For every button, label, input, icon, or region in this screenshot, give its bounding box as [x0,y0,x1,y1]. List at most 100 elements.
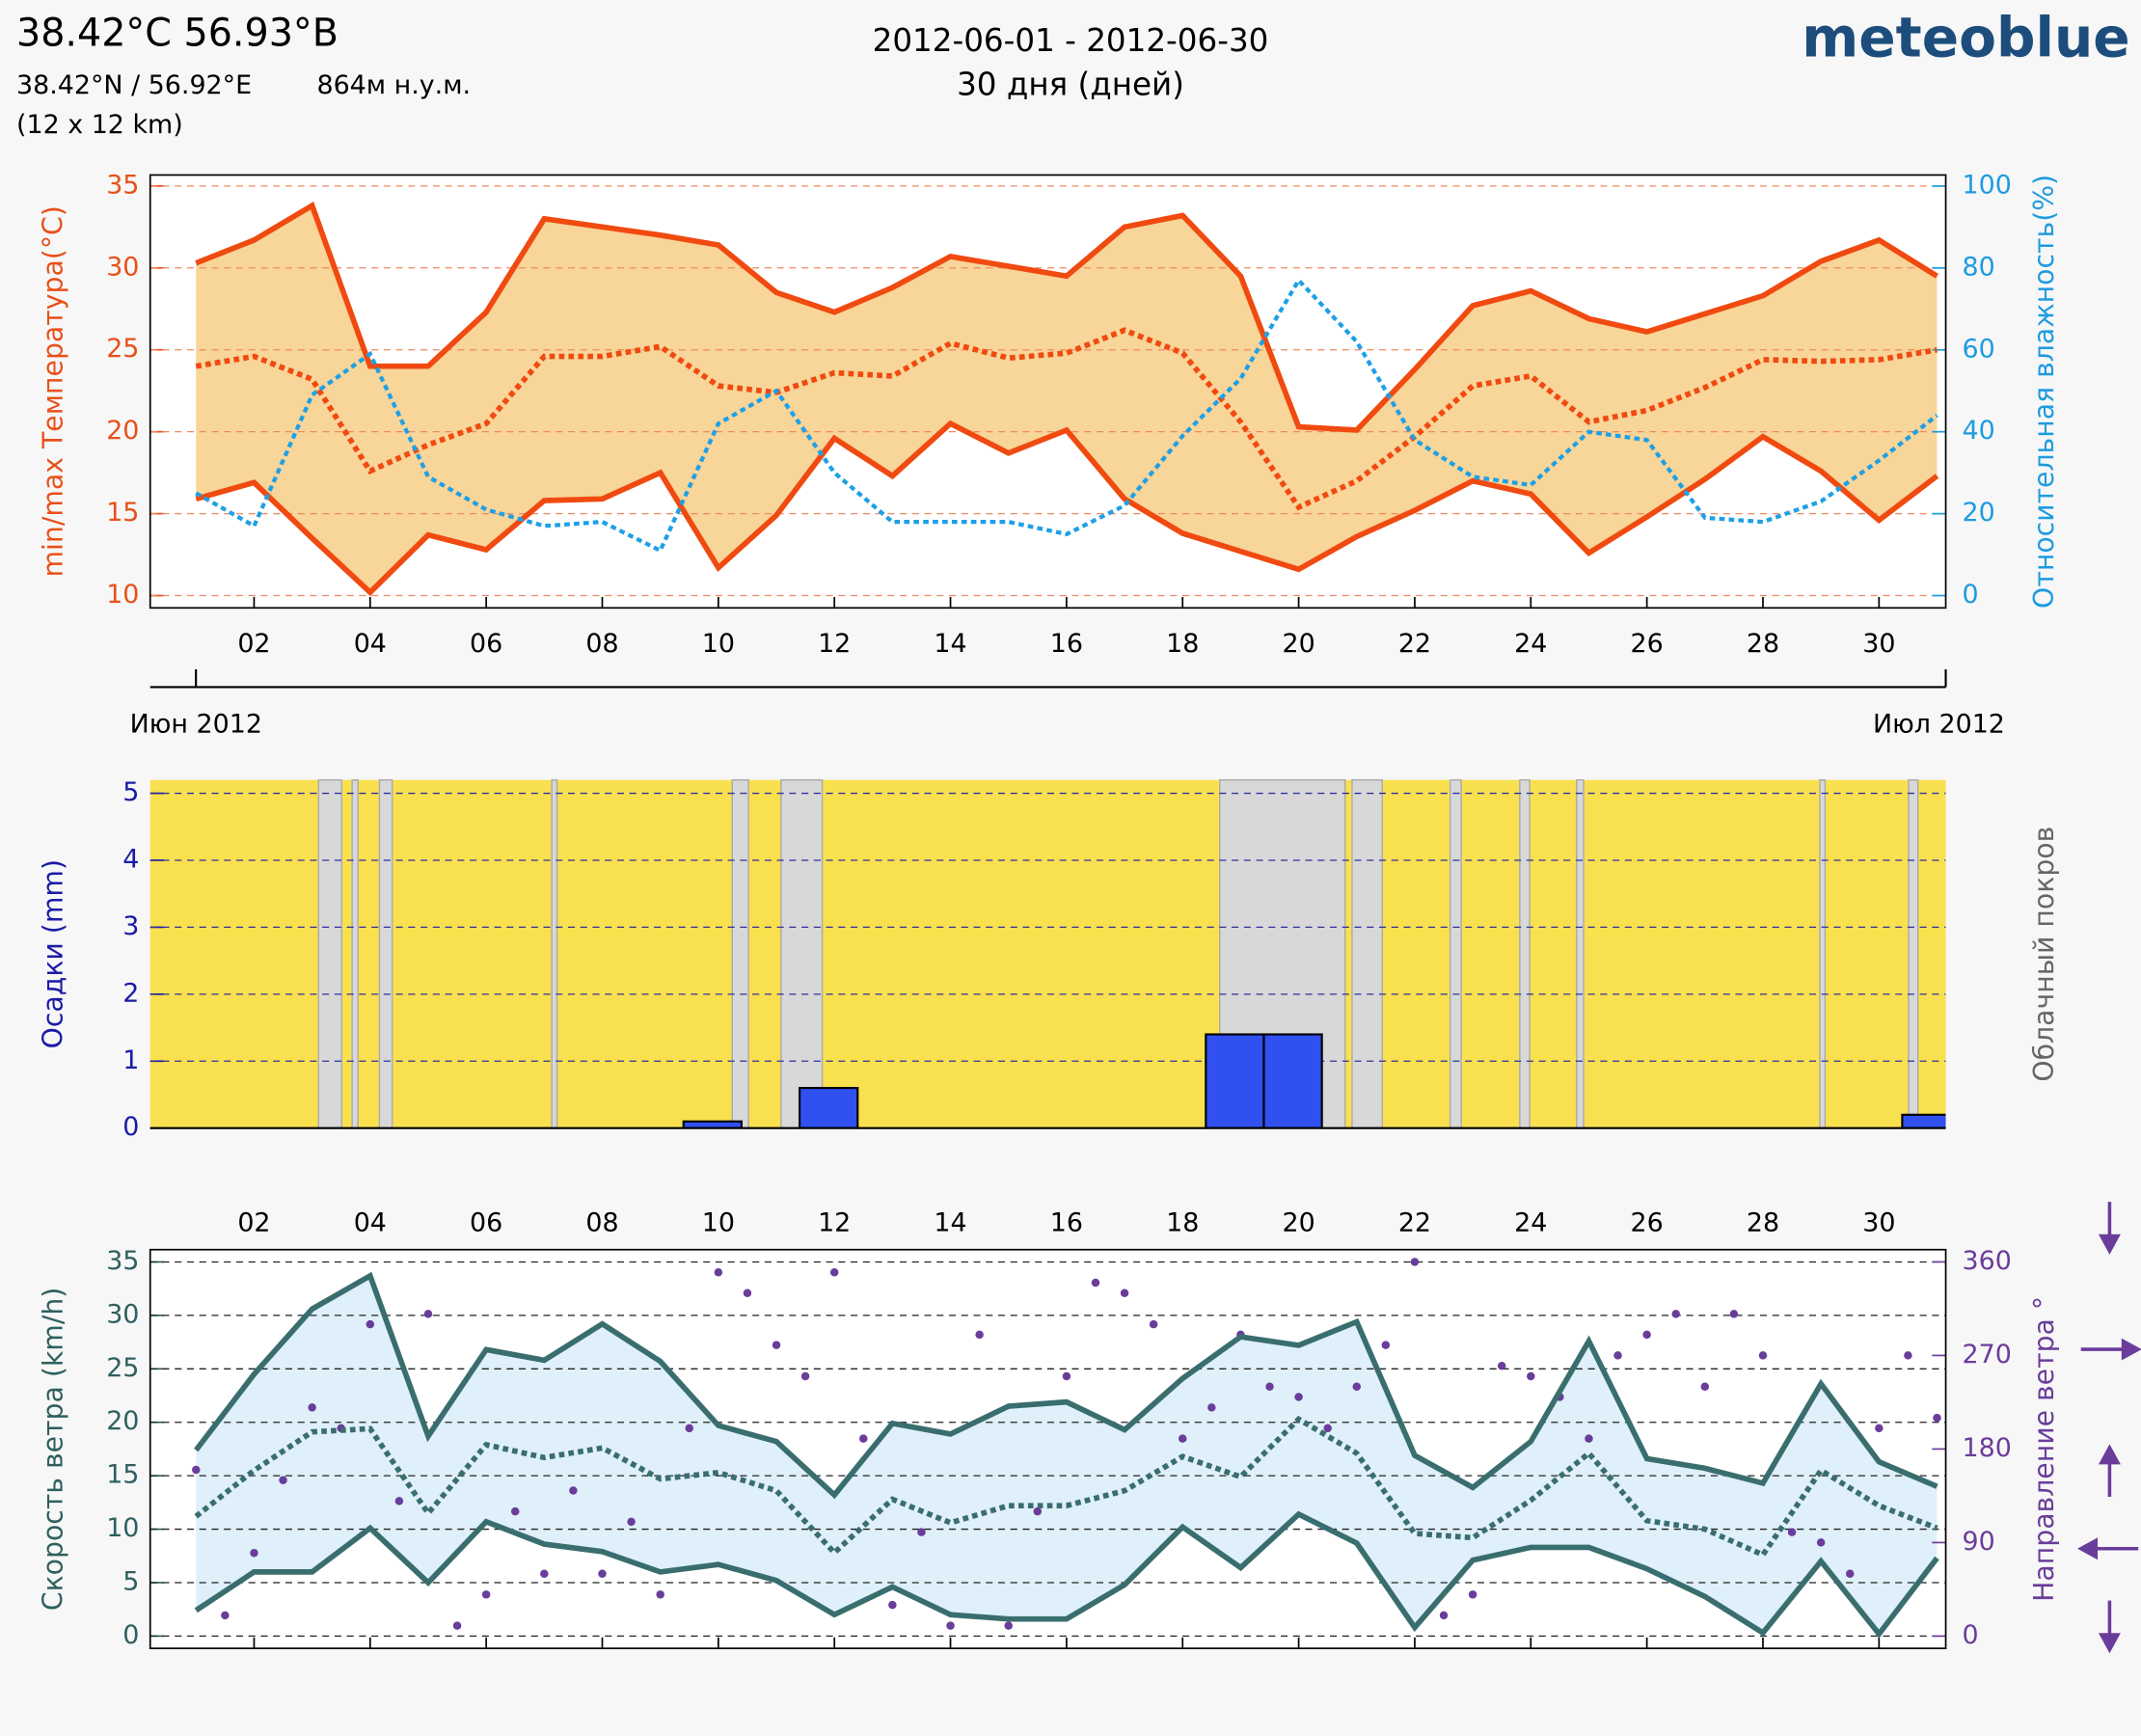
x-tick-label: 06 [470,629,502,659]
wind-direction-dot [1468,1590,1477,1599]
wind-direction-dot [975,1330,984,1340]
x-tick-label: 02 [237,1207,270,1237]
range-band [196,1275,1938,1635]
x-tick-label: 14 [934,629,966,659]
y-tick-label: 4 [122,844,139,874]
cloud-band [351,778,359,1129]
y2-tick-label: 180 [1963,1433,2012,1463]
series-line [195,327,1938,511]
wind-direction-dot [481,1590,491,1599]
cloud-band [1449,778,1462,1129]
x-tick-label: 22 [1398,1207,1431,1237]
x-tick-label: 24 [1514,629,1547,659]
y-tick-label: 10 [106,580,139,610]
wind-direction-dot [1033,1506,1043,1516]
x-tick-label: 16 [1050,1207,1083,1237]
wind-direction-dot [569,1486,578,1495]
y-axis-label: Осадки (mm) [38,859,69,1048]
y-tick-label: 10 [106,1513,139,1543]
cloud-band [780,778,824,1129]
wind-direction-dot [685,1424,694,1433]
wind-direction-dot [1671,1310,1680,1318]
location: 38.42°C 56.93°B [16,12,339,56]
wind-direction-dot [627,1517,636,1527]
wind-direction-dot [1207,1403,1216,1412]
y-tick-label: 20 [106,1406,139,1436]
x-tick-label: 16 [1050,629,1083,659]
plot-frame [149,174,1947,610]
wind-direction-dot [888,1600,897,1610]
wind-direction-dot [221,1611,230,1620]
wind-direction-dot [1294,1393,1303,1401]
x-tick-label: 12 [818,1207,851,1237]
wind-direction-dot [800,1371,810,1381]
x-tick-label: 08 [585,629,618,659]
y-tick-label: 35 [106,170,139,200]
wind-direction-dot [279,1476,287,1485]
month-label: Июл 2012 [1873,710,2005,740]
y2-tick-label: 80 [1963,252,1995,282]
wind-direction-dot [1381,1341,1391,1349]
wind-direction-dot [1642,1330,1651,1340]
wind-direction-dot [1585,1434,1593,1443]
wind-direction-dot [1497,1361,1506,1370]
wind-direction-dot [1352,1382,1362,1392]
y-tick-label: 30 [106,1299,139,1329]
wind-direction-dot [1178,1434,1187,1443]
y2-tick-label: 90 [1963,1527,1995,1557]
y-tick-label: 15 [106,1460,139,1490]
wind-direction-dot [1527,1371,1535,1381]
wind-arrows [2077,1202,2141,1654]
x-tick-label: 26 [1631,1207,1664,1237]
month-axis [149,668,1947,689]
wind-direction-dot [1846,1569,1855,1579]
x-tick-label: 10 [702,629,735,659]
wind-direction-dot [1787,1528,1797,1536]
x-tick-label: 14 [934,1207,966,1237]
cloud-band [378,778,393,1129]
x-tick-label: 18 [1166,1207,1199,1237]
resolution: (12 x 12 km) [16,110,183,140]
y2-tick-label: 100 [1963,170,2012,200]
y2-tick-label: 60 [1963,334,1995,364]
y2-tick-label: 20 [1963,498,1995,528]
x-tick-label: 22 [1398,629,1431,659]
duration: 30 дня (дней) [957,66,1184,102]
wind-direction-dot [656,1590,664,1599]
brand: meteoblue [1802,6,2129,69]
wind-direction-dot [394,1497,404,1505]
wind-direction-dot [1904,1351,1912,1360]
y-tick-label: 25 [106,1353,139,1383]
wind-direction-dot [1004,1621,1013,1630]
x-tick-label: 24 [1514,1207,1547,1237]
wind-direction-dot [1149,1319,1158,1329]
period: 2012-06-01 - 2012-06-30 [873,22,1269,59]
coords: 38.42°N / 56.92°E [16,70,252,100]
y-tick-label: 30 [106,252,139,282]
wind-direction-dot [859,1434,868,1443]
precip-bar [1205,1033,1265,1128]
y-tick-label: 0 [122,1112,139,1142]
range-band [196,205,1938,593]
wind-direction-dot [917,1528,926,1536]
precip-bar [799,1086,859,1128]
month-label: Июн 2012 [130,710,262,740]
wind-direction-dot [452,1621,462,1630]
y2-axis-label: Облачный покров [2028,827,2060,1082]
cloud-band [317,778,343,1129]
y-tick-label: 2 [122,978,139,1008]
wind-direction-dot [598,1569,607,1579]
x-tick-label: 28 [1747,1207,1779,1237]
cloud-band [1908,778,1919,1129]
plot-frame [149,1248,1947,1649]
y-tick-label: 1 [122,1045,139,1075]
y2-tick-label: 270 [1963,1340,2012,1370]
wind-direction-dot [1439,1611,1449,1620]
wind-direction-dot [743,1288,752,1298]
elevation: 864м н.у.м. [316,70,471,100]
x-tick-label: 02 [237,629,270,659]
series-line [195,202,1938,433]
wind-direction-dot [1729,1310,1739,1318]
y2-tick-label: 0 [1963,1620,1979,1650]
wind-direction-dot [1758,1351,1768,1360]
